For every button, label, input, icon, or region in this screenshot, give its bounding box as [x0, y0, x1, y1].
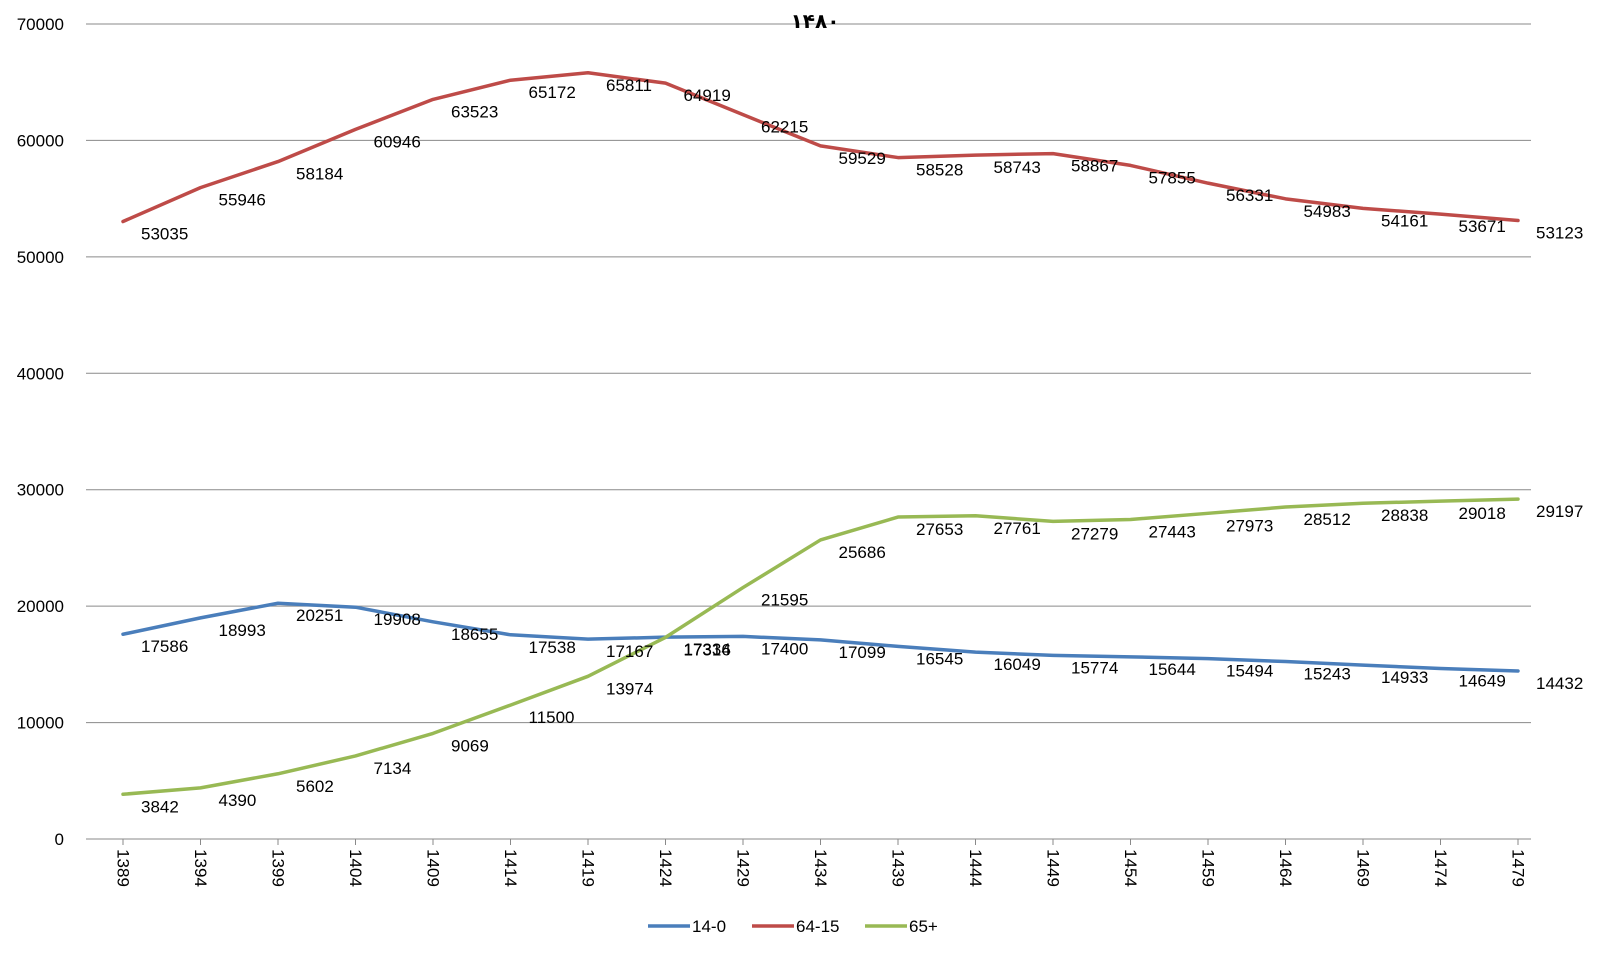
data-label: 53671 — [1459, 217, 1506, 236]
x-tick-label: 1404 — [346, 849, 365, 887]
data-label: 15644 — [1149, 660, 1196, 679]
data-label: 15774 — [1071, 658, 1118, 677]
chart-title: ۱۴۸۰ — [791, 9, 840, 33]
data-label: 19908 — [374, 610, 421, 629]
x-tick-label: 1409 — [424, 849, 443, 887]
y-tick-label: 20000 — [17, 597, 64, 616]
x-tick-label: 1429 — [734, 849, 753, 887]
y-tick-label: 70000 — [17, 15, 64, 34]
x-tick-label: 1454 — [1121, 849, 1140, 887]
x-tick-label: 1449 — [1044, 849, 1063, 887]
x-tick-label: 1414 — [501, 849, 520, 887]
data-label: 57855 — [1149, 168, 1196, 187]
y-tick-label: 0 — [55, 830, 64, 849]
data-label: 17400 — [761, 639, 808, 658]
data-label: 14933 — [1381, 668, 1428, 687]
data-label: 58743 — [994, 158, 1041, 177]
data-label: 53035 — [141, 225, 188, 244]
y-tick-label: 50000 — [17, 248, 64, 267]
y-tick-label: 40000 — [17, 364, 64, 383]
data-label: 55946 — [219, 191, 266, 210]
x-tick-label: 1459 — [1199, 849, 1218, 887]
data-label: 14649 — [1459, 671, 1506, 690]
x-tick-label: 1434 — [811, 849, 830, 887]
data-label: 17316 — [684, 640, 731, 659]
data-label: 17538 — [529, 638, 576, 657]
legend-label: 14-0 — [692, 917, 726, 936]
data-label: 27443 — [1149, 522, 1196, 541]
x-tick-label: 1469 — [1354, 849, 1373, 887]
data-label: 62215 — [761, 118, 808, 137]
data-label: 25686 — [839, 543, 886, 562]
data-label: 17586 — [141, 637, 188, 656]
data-label: 28838 — [1381, 506, 1428, 525]
data-label: 58867 — [1071, 157, 1118, 176]
data-label: 20251 — [296, 606, 343, 625]
legend-label: 65+ — [909, 917, 938, 936]
data-label: 28512 — [1304, 510, 1351, 529]
y-axis-ticks: 0 10000 20000 30000 40000 50000 60000 70000 — [17, 15, 64, 849]
data-label: 27973 — [1226, 516, 1273, 535]
x-tick-label: 1399 — [269, 849, 288, 887]
data-label: 5602 — [296, 777, 334, 796]
data-label: 15494 — [1226, 662, 1273, 681]
series-line-64-15 — [121, 71, 1520, 224]
data-label: 18993 — [219, 621, 266, 640]
data-label: 53123 — [1536, 223, 1583, 242]
x-tick-label: 1479 — [1509, 849, 1528, 887]
data-label: 18655 — [451, 625, 498, 644]
data-label: 13974 — [606, 679, 653, 698]
data-label: 11500 — [529, 708, 575, 727]
data-label: 27653 — [916, 520, 963, 539]
data-label: 29197 — [1536, 502, 1583, 521]
data-label: 17334 — [684, 640, 731, 659]
x-tick-label: 1394 — [191, 849, 210, 887]
data-label: 17099 — [839, 643, 886, 662]
data-label: 21595 — [761, 591, 808, 610]
data-label: 56331 — [1226, 186, 1273, 205]
data-label: 27279 — [1071, 524, 1118, 543]
data-label: 27761 — [994, 519, 1041, 538]
gridlines — [86, 23, 1531, 840]
data-label: 65811 — [606, 76, 652, 95]
data-label: 54161 — [1381, 211, 1428, 230]
data-label: 17167 — [606, 642, 653, 661]
x-tick-label: 1424 — [656, 849, 675, 887]
legend: 14-0 64-15 65+ — [648, 917, 938, 936]
data-label: 60946 — [374, 132, 421, 151]
data-label: 59529 — [839, 149, 886, 168]
data-label: 14432 — [1536, 674, 1583, 693]
data-labels: 17586 18993 20251 19908 18655 17538 17167 17334… — [141, 76, 1583, 816]
legend-label: 64-15 — [796, 917, 839, 936]
x-axis-ticks: 1389 1394 1399 1404 1409 1414 1419 1424 1429 1434… — [114, 839, 1528, 887]
data-label: 58528 — [916, 161, 963, 180]
data-label: 9069 — [451, 736, 489, 755]
data-label: 58184 — [296, 165, 343, 184]
y-tick-label: 10000 — [17, 714, 64, 733]
data-label: 7134 — [374, 759, 412, 778]
data-label: 4390 — [219, 791, 257, 810]
data-label: 15243 — [1304, 665, 1351, 684]
data-label: 63523 — [451, 102, 498, 121]
series-lines — [121, 71, 1520, 797]
series-line-14-0 — [121, 601, 1520, 673]
data-label: 54983 — [1304, 202, 1351, 221]
data-label: 3842 — [141, 797, 179, 816]
data-label: 65172 — [529, 83, 576, 102]
x-tick-label: 1474 — [1431, 849, 1450, 887]
series-line-65+ — [121, 497, 1520, 797]
x-tick-label: 1389 — [114, 849, 133, 887]
x-tick-label: 1419 — [579, 849, 598, 887]
y-tick-label: 30000 — [17, 481, 64, 500]
y-tick-label: 60000 — [17, 131, 64, 150]
data-label: 16545 — [916, 649, 963, 668]
data-label: 16049 — [994, 655, 1041, 674]
x-tick-label: 1444 — [966, 849, 985, 887]
data-label: 64919 — [684, 86, 731, 105]
x-tick-label: 1439 — [889, 849, 908, 887]
x-tick-label: 1464 — [1276, 849, 1295, 887]
data-label: 29018 — [1459, 504, 1506, 523]
